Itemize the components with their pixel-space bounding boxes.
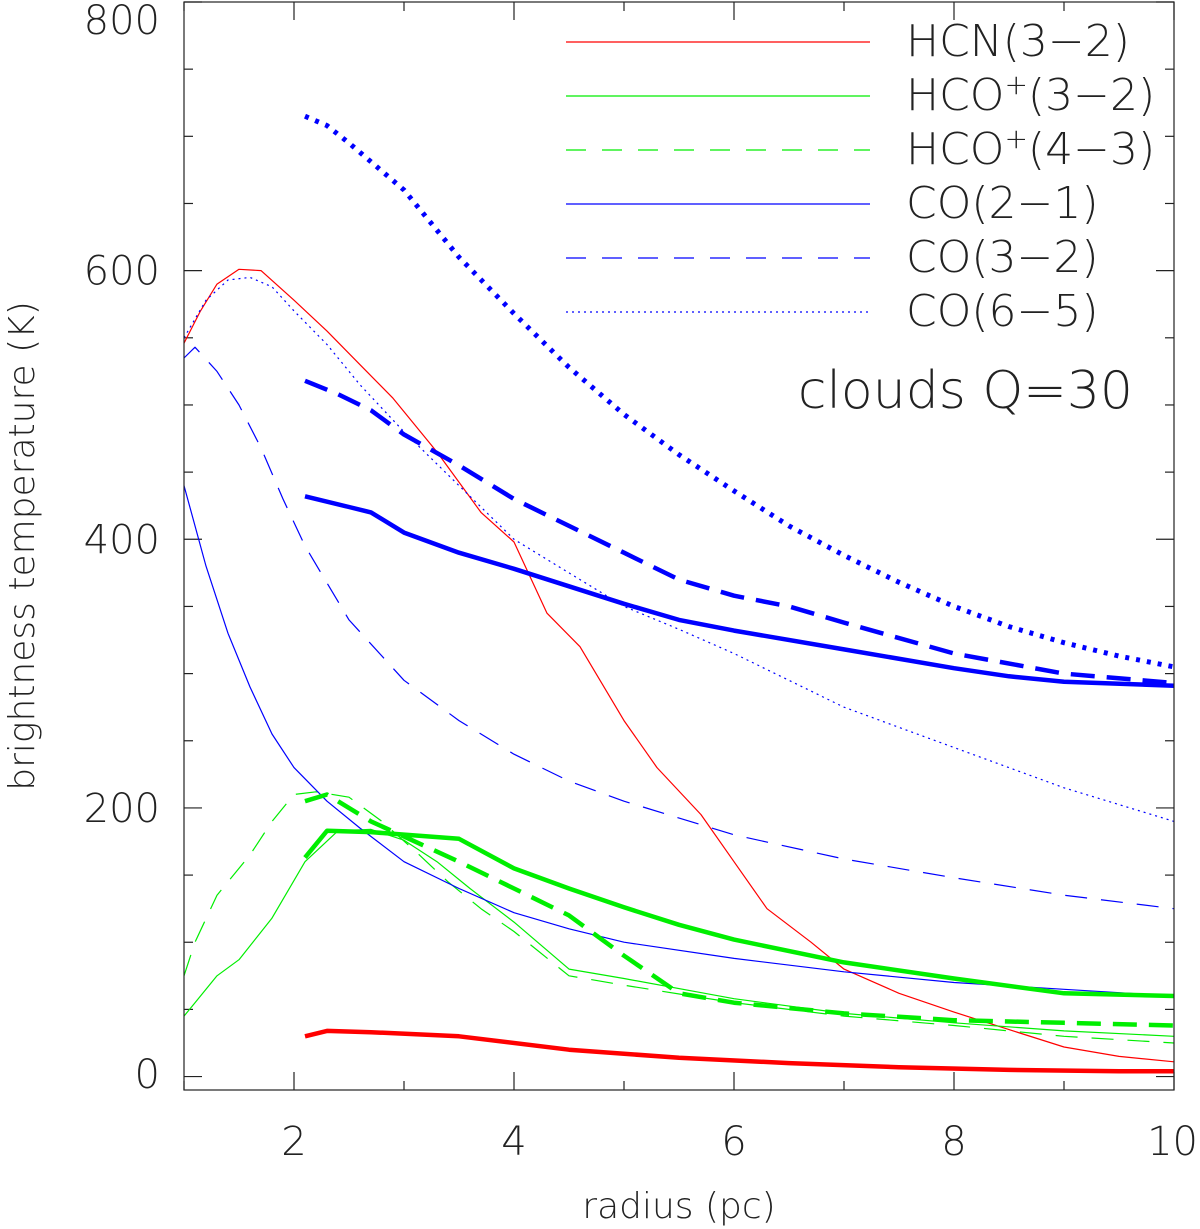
tick-labels: 2 4 6 8 10 0 200 400 600 800 bbox=[84, 0, 1198, 1165]
legend-label-1: HCO+(3−2) bbox=[906, 68, 1155, 121]
y-tick-label: 400 bbox=[84, 517, 160, 563]
series-line-thin-4 bbox=[183, 346, 1175, 910]
annotation-clouds: clouds Q=30 bbox=[798, 361, 1133, 421]
series-line-thick-7 bbox=[303, 828, 1175, 999]
x-tick-label: 8 bbox=[941, 1119, 966, 1165]
series-line-thin-3 bbox=[183, 485, 1175, 997]
series-line-thin-1 bbox=[183, 828, 1175, 1037]
legend: HCN(3−2)HCO+(3−2)HCO+(4−3)CO(2−1)CO(3−2)… bbox=[566, 16, 1155, 337]
legend-label-4: CO(3−2) bbox=[906, 232, 1099, 283]
series-line-thick-9 bbox=[304, 494, 1175, 688]
axis-ticks bbox=[183, 1, 1175, 1090]
legend-label-2: HCO+(4−3) bbox=[906, 122, 1155, 175]
y-tick-label: 800 bbox=[84, 0, 160, 44]
plot-frame bbox=[183, 1, 1175, 1091]
series-line-thin-5 bbox=[183, 276, 1175, 822]
x-tick-label: 2 bbox=[281, 1119, 306, 1165]
series-layer bbox=[183, 113, 1175, 1074]
legend-label-5: CO(6−5) bbox=[906, 286, 1099, 337]
x-axis-label: radius (pc) bbox=[582, 1186, 775, 1227]
x-tick-label: 6 bbox=[721, 1119, 746, 1165]
series-line-thick-10 bbox=[304, 378, 1175, 686]
legend-label-0: HCN(3−2) bbox=[906, 16, 1130, 67]
series-line-thin-0 bbox=[183, 268, 1175, 1063]
series-line-thick-6 bbox=[304, 1028, 1174, 1074]
y-axis-label: brightness temperature (K) bbox=[2, 301, 43, 791]
series-line-thick-8 bbox=[304, 792, 1175, 1028]
series-line-thick-11 bbox=[304, 113, 1175, 670]
y-tick-label: 600 bbox=[84, 249, 160, 295]
y-tick-label: 200 bbox=[84, 786, 160, 832]
legend-label-3: CO(2−1) bbox=[906, 178, 1099, 229]
x-tick-label: 10 bbox=[1147, 1119, 1198, 1165]
y-tick-label: 0 bbox=[135, 1052, 160, 1098]
x-tick-label: 4 bbox=[501, 1119, 526, 1165]
